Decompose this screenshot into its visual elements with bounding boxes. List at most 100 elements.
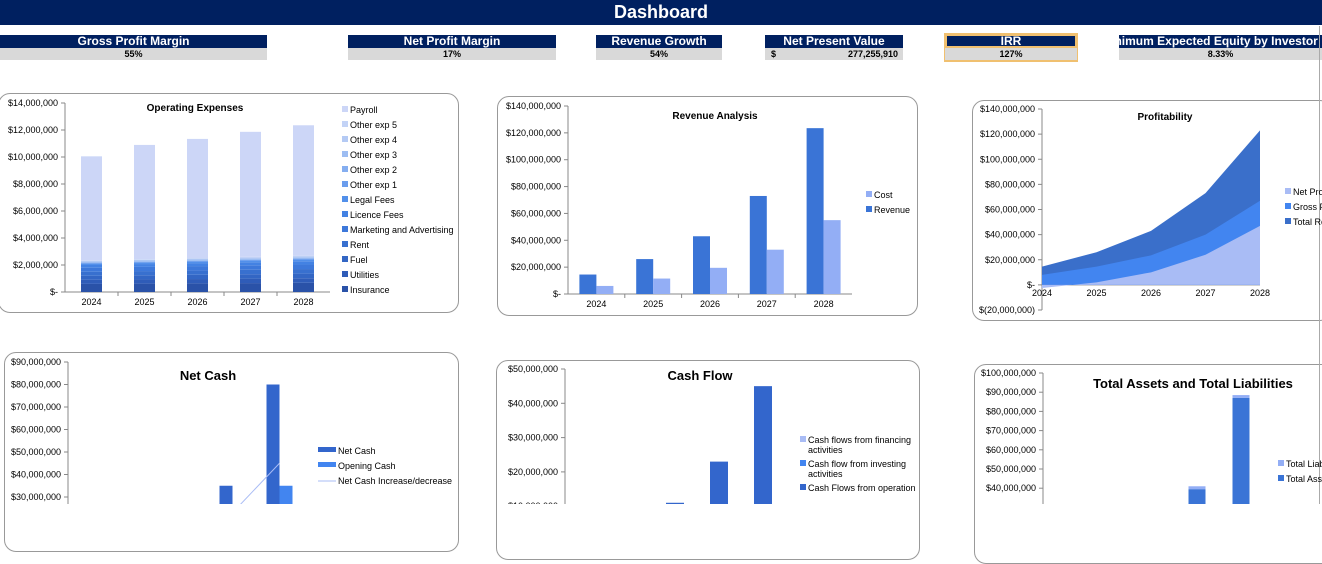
y-tick-label: $20,000,000 [508,467,558,477]
bar-rent [81,272,102,276]
y-tick-label: $90,000,000 [11,357,61,367]
legend-label-cont: activities [808,469,843,479]
x-tick-label: 2024 [1032,288,1052,298]
chart-title: Operating Expenses [147,103,244,114]
bar-payroll [187,139,208,258]
y-tick-label: $4,000,000 [13,233,58,243]
legend-label: Rent [350,240,370,250]
chart-revenue: $-$20,000,000$40,000,000$60,000,000$80,0… [506,101,910,309]
y-tick-label: $40,000,000 [986,483,1036,493]
x-tick-label: 2028 [1250,288,1270,298]
bar-legal-fees [134,263,155,264]
legend-swatch-icon [1285,188,1291,194]
bar-other-exp-3 [293,257,314,258]
y-tick-label: $(20,000,000) [979,305,1035,315]
legend-label: Revenue [874,205,910,215]
bar-revenue [579,275,596,294]
legend-label: Fuel [350,255,368,265]
x-tick-label: 2024 [586,299,606,309]
bar-opening-cash [186,556,199,564]
legend-label: Insurance [350,285,390,295]
bar-other-exp-4 [187,259,208,260]
chart-title: Cash Flow [667,368,733,383]
legend-item: Payroll [342,105,378,115]
y-tick-label: $8,000,000 [13,179,58,189]
legend-label: Other exp 3 [350,150,397,160]
bar-insurance [134,284,155,292]
bar-total-liabilities [1233,395,1250,398]
y-tick-label: $- [553,289,561,299]
legend-swatch-icon [1278,460,1284,466]
bar-other-exp-4 [293,256,314,257]
legend-item: Revenue [866,205,910,215]
legend-label: Net Cash Increase/decrease [338,476,452,486]
y-tick-label: $40,000,000 [985,230,1035,240]
legend-label: Cash flows from financing [808,435,911,445]
bar-rent [240,270,261,274]
chart-title: Profitability [1137,112,1192,123]
bar-utilities [240,279,261,283]
y-tick-label: $12,000,000 [8,125,58,135]
bar-net-cash [126,556,139,564]
y-tick-label: $70,000,000 [11,402,61,412]
y-tick-label: $- [53,560,61,564]
bar-utilities [293,278,314,283]
bar-marketing-and-advertising [134,267,155,271]
charts-canvas: $-$2,000,000$4,000,000$6,000,000$8,000,0… [0,0,1322,504]
legend-label: Marketing and Advertising [350,225,454,235]
chart-profit: $(20,000,000)$-$20,000,000$40,000,000$60… [979,104,1322,315]
chart-opex: $-$2,000,000$4,000,000$6,000,000$8,000,0… [8,98,454,307]
bar-legal-fees [293,260,314,262]
bar-revenue [693,236,710,294]
bar-marketing-and-advertising [187,266,208,270]
bar-legal-fees [81,264,102,265]
legend-swatch-icon [318,447,336,452]
bar-cost [824,220,841,294]
legend-item: Other exp 3 [342,150,397,160]
bar-other-exp-3 [240,258,261,259]
legend-swatch-icon [342,256,348,262]
legend-item: Legal Fees [342,195,395,205]
legend-swatch-icon [800,436,806,442]
bar-other-exp-5 [81,260,102,261]
bar-revenue [807,128,824,294]
y-tick-label: $40,000,000 [508,398,558,408]
legend-item: Net Cash Increase/decrease [318,476,452,486]
legend-swatch-icon [866,191,872,197]
y-tick-label: $120,000,000 [506,128,561,138]
chart-title: Total Assets and Total Liabilities [1093,376,1293,391]
y-tick-label: $50,000,000 [986,464,1036,474]
y-tick-label: $50,000,000 [11,447,61,457]
legend-item: Cost [866,190,893,200]
legend-label: Cash Flows from operation [808,483,916,493]
bar-other-exp-5 [293,256,314,257]
bar-licence-fees [293,261,314,264]
legend-swatch-icon [342,196,348,202]
legend-item: Utilities [342,270,380,280]
y-tick-label: $140,000,000 [980,104,1035,114]
bar-payroll [240,132,261,257]
bar-other-exp-2 [240,259,261,260]
legend-item: Opening Cash [318,461,396,471]
bar-other-exp-1 [187,261,208,262]
legend-swatch-icon [1278,475,1284,481]
legend-label: Other exp 2 [350,165,397,175]
bar-fuel [81,276,102,280]
legend-item: Licence Fees [342,210,404,220]
x-tick-label: 2027 [1195,288,1215,298]
bar-other-exp-5 [240,257,261,258]
x-tick-label: 2025 [643,299,663,309]
bar-other-exp-5 [187,258,208,259]
legend-swatch-icon [1285,203,1291,209]
legend-swatch-icon [342,241,348,247]
bar-other-exp-4 [81,261,102,262]
legend-label: Gross Profit [1293,202,1322,212]
y-tick-label: $60,000,000 [11,425,61,435]
legend-item: Marketing and Advertising [342,225,454,235]
bar-insurance [187,283,208,292]
legend-item: Cash Flows from operation [800,483,916,493]
legend-item: Net Cash [318,446,376,456]
y-tick-label: $20,000,000 [985,255,1035,265]
y-tick-label: $80,000,000 [985,179,1035,189]
